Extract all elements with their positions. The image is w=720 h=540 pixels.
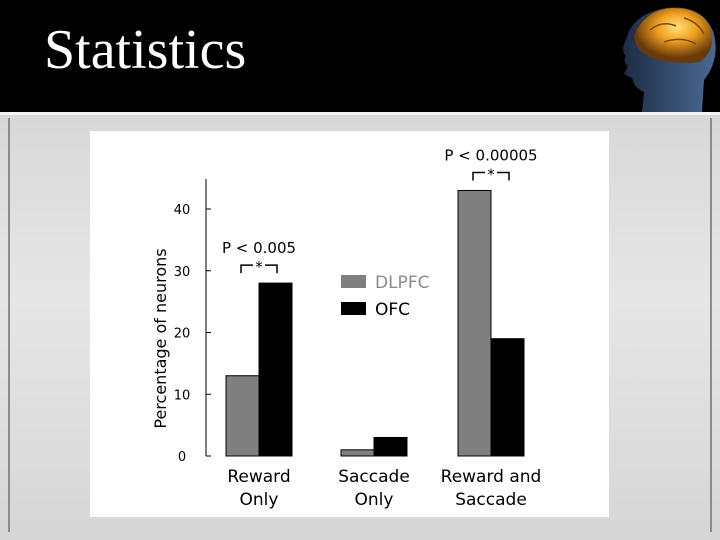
x-tick-label: Reward and	[441, 467, 542, 487]
x-tick-label: Saccade	[338, 467, 410, 487]
bar-dlpfc-2	[457, 189, 492, 457]
significance-bracket	[472, 171, 510, 181]
y-axis-label: Percentage of neurons	[151, 248, 170, 428]
y-tick-label: 40	[174, 203, 191, 218]
legend-swatch-ofc	[341, 302, 366, 315]
significance-star: *	[255, 258, 263, 276]
legend-swatch-dlpfc	[341, 275, 366, 288]
title-rule	[0, 112, 720, 115]
slide-title: Statistics	[44, 19, 247, 81]
bar-chart: 0 10 20 30 40 Percentage of neurons Reward Only…	[151, 146, 542, 510]
x-tick-label: Reward	[227, 467, 290, 487]
bar-ofc-0	[258, 282, 293, 457]
p-value-label: P < 0.00005	[444, 146, 537, 164]
y-tick-label: 0	[178, 450, 186, 465]
x-tick-label: Only	[355, 490, 394, 510]
p-value-label: P < 0.005	[222, 239, 296, 257]
chart-panel: 0 10 20 30 40 Percentage of neurons Reward Only…	[90, 131, 609, 517]
bar-dlpfc-1	[340, 449, 375, 457]
significance-bracket	[240, 264, 278, 274]
title-bar: Statistics	[0, 0, 720, 112]
legend-label-ofc: OFC	[375, 300, 410, 320]
x-tick-label: Only	[240, 490, 279, 510]
frame-line-left	[8, 118, 10, 532]
y-tick-label: 10	[174, 388, 191, 403]
significance-star: *	[487, 165, 495, 183]
y-tick-label: 30	[174, 265, 191, 280]
brain-head-icon	[623, 7, 716, 112]
bar-ofc-2	[490, 338, 525, 457]
bar-dlpfc-0	[225, 375, 260, 457]
bar-ofc-1	[373, 436, 408, 457]
y-tick-label: 20	[174, 327, 191, 342]
frame-line-right	[710, 118, 712, 532]
x-tick-label: Saccade	[455, 490, 527, 510]
legend-label-dlpfc: DLPFC	[375, 273, 429, 293]
